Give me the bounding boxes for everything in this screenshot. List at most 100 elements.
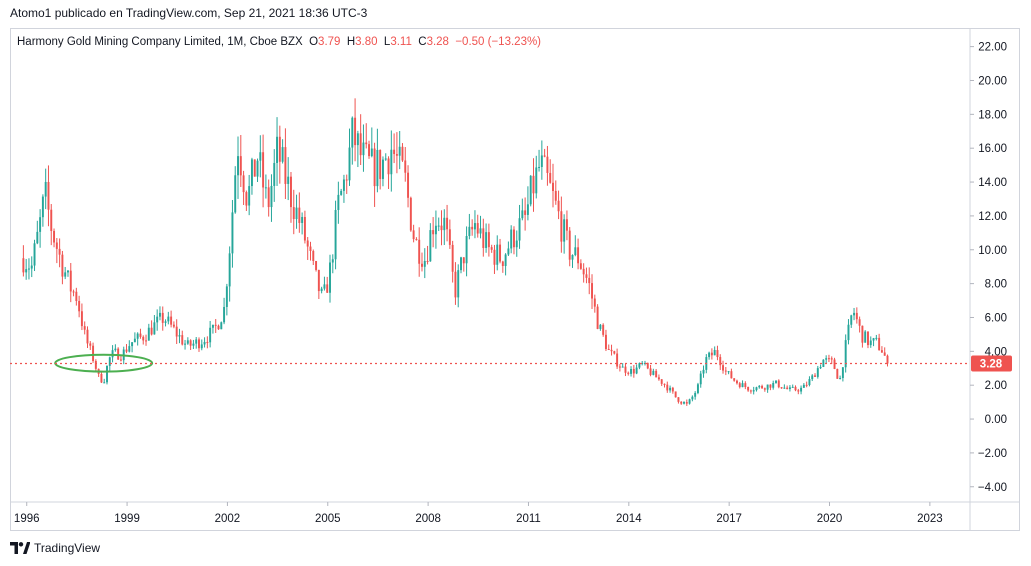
candle	[515, 230, 518, 257]
candle	[139, 328, 142, 339]
candle	[184, 339, 187, 350]
candle	[749, 389, 752, 394]
candle-body	[114, 348, 117, 351]
candle-body	[563, 219, 566, 242]
candle	[839, 375, 842, 380]
candle	[811, 374, 814, 382]
candle	[309, 241, 312, 261]
chart-frame	[10, 28, 1020, 531]
candle-body	[89, 343, 92, 346]
candle	[549, 159, 552, 184]
candle	[872, 337, 875, 347]
candle	[476, 214, 479, 238]
candle	[655, 369, 658, 378]
candle	[521, 198, 524, 221]
candle	[72, 289, 75, 297]
candle-body	[797, 390, 800, 392]
candle-body	[730, 371, 733, 379]
legend-low-value: 3.11	[390, 36, 412, 48]
candle	[808, 376, 811, 387]
candle	[167, 311, 170, 325]
candle	[618, 364, 621, 372]
candle	[67, 269, 69, 277]
candle	[262, 134, 265, 208]
candle-body	[529, 175, 532, 205]
candle	[747, 386, 750, 392]
candle-body	[362, 142, 365, 156]
candle	[320, 286, 323, 294]
candle-body	[373, 148, 376, 187]
candle-body	[164, 321, 167, 323]
candle	[460, 256, 462, 274]
candle	[250, 157, 253, 195]
candle-body	[685, 402, 688, 404]
candle	[540, 140, 543, 180]
candle	[875, 334, 878, 341]
candle	[106, 365, 108, 385]
candle-body	[719, 357, 722, 366]
candle	[248, 174, 251, 216]
candle	[627, 371, 630, 376]
candle	[504, 253, 507, 276]
candle-body	[334, 209, 337, 260]
candle-body	[220, 322, 223, 330]
candle-body	[694, 392, 697, 397]
candle-body	[331, 259, 334, 263]
candle-body	[44, 181, 47, 197]
candle-body	[133, 338, 136, 343]
candle-body	[465, 236, 468, 264]
candle	[50, 204, 53, 246]
candle-body	[568, 230, 571, 260]
candle	[345, 174, 348, 194]
candle-body	[292, 207, 295, 220]
candle	[429, 223, 432, 262]
candle-body	[499, 244, 502, 262]
candle	[117, 347, 120, 360]
candle-body	[599, 324, 602, 329]
candle	[276, 117, 279, 186]
last-price-badge	[971, 355, 1012, 372]
candle-body	[479, 228, 482, 234]
candle	[850, 314, 853, 328]
candle	[225, 283, 228, 316]
y-tick-label: 2.00	[985, 380, 1007, 392]
candle	[284, 128, 287, 200]
candle-body	[421, 263, 423, 267]
candle-body	[253, 159, 256, 177]
candle-body	[303, 216, 306, 241]
candle	[281, 139, 284, 164]
legend-open-label: O	[309, 36, 319, 48]
candle-body	[356, 133, 359, 146]
candle	[415, 237, 418, 241]
candle-body	[702, 369, 705, 374]
candle-body	[262, 152, 265, 188]
candle	[407, 165, 410, 208]
candle	[755, 386, 758, 392]
candle	[786, 385, 789, 390]
candle	[368, 140, 370, 159]
candle-body	[186, 340, 189, 344]
candle	[696, 382, 699, 395]
candle	[354, 98, 357, 162]
candle	[323, 276, 326, 291]
legend-close-label: C	[418, 36, 427, 48]
footer-brand[interactable]: TradingView	[10, 541, 100, 555]
candle-body	[880, 350, 883, 353]
candle	[802, 383, 805, 388]
candle-body	[390, 149, 393, 175]
candle-body	[139, 333, 142, 337]
candle-body	[538, 166, 541, 168]
candle	[161, 306, 164, 331]
candle	[574, 235, 577, 257]
candle-body	[560, 211, 563, 242]
y-tick-label: 4.00	[985, 346, 1007, 358]
candle	[485, 223, 488, 253]
candle	[663, 383, 666, 388]
candle	[473, 210, 476, 239]
candle-body	[348, 147, 351, 181]
candle-body	[340, 190, 343, 195]
candle	[780, 387, 783, 389]
candle-body	[836, 368, 839, 379]
candle-body	[315, 260, 318, 270]
